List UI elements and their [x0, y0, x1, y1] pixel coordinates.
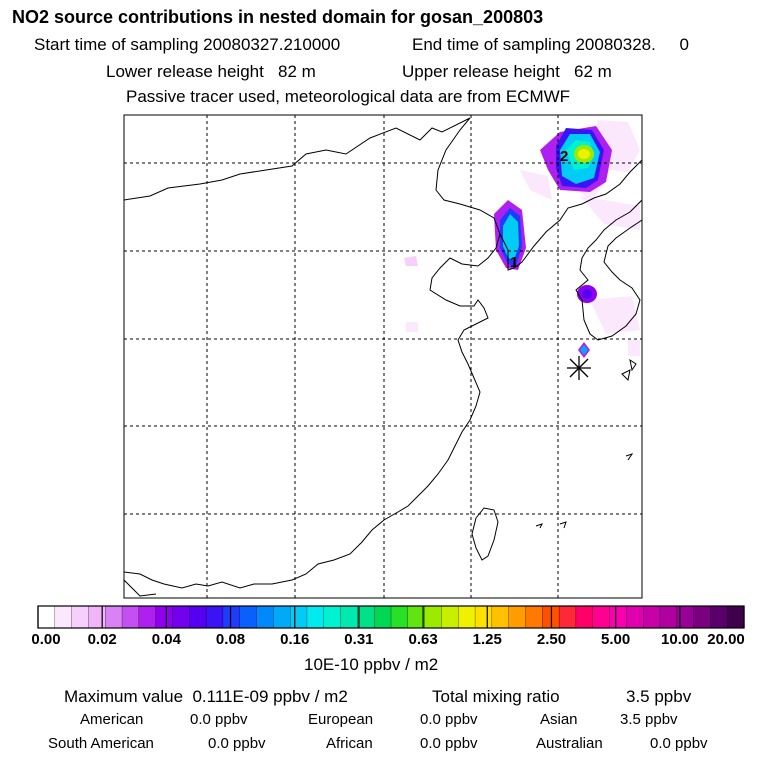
- colorbar-swatch: [693, 605, 711, 629]
- region-value-australian: 0.0 ppbv: [650, 735, 708, 752]
- colorbar-swatch: [222, 605, 241, 629]
- colorbar-swatch: [491, 605, 510, 629]
- region-name-australian: Australian: [536, 735, 603, 752]
- colorbar-swatch: [155, 605, 174, 629]
- region-value-south-american: 0.0 ppbv: [208, 735, 266, 752]
- colorbar: [37, 605, 745, 629]
- colorbar-swatch: [323, 605, 342, 629]
- maximum-value: Maximum value 0.111E-09 ppbv / m2: [64, 687, 348, 706]
- colorbar-swatch: [710, 605, 728, 629]
- colorbar-tick-label: 0.04: [151, 631, 181, 648]
- region-value-african: 0.0 ppbv: [420, 735, 478, 752]
- colorbar-swatch: [609, 605, 627, 629]
- colorbar-frame: [37, 605, 745, 629]
- colorbar-swatch: [390, 605, 409, 629]
- colorbar-swatch: [138, 605, 157, 629]
- colorbar-tick-label: 0.00: [31, 631, 61, 648]
- colorbar-swatch: [592, 605, 611, 629]
- source-label-2: 2: [560, 148, 568, 165]
- colorbar-tick-label: 0.31: [344, 631, 374, 648]
- colorbar-tick-label: 20.00: [707, 631, 745, 648]
- lat-lon-grid: [124, 115, 642, 598]
- region-value-american: 0.0 ppbv: [190, 711, 248, 728]
- colorbar-swatch: [374, 605, 392, 629]
- colorbar-tick-label: 0.63: [408, 631, 438, 648]
- colorbar-swatch: [340, 605, 358, 629]
- colorbar-swatch: [256, 605, 274, 629]
- colorbar-tick-label: 1.25: [472, 631, 502, 648]
- colorbar-swatch: [357, 605, 375, 629]
- colorbar-swatch: [172, 605, 190, 629]
- colorbar-swatch: [424, 605, 442, 629]
- colorbar-swatch: [239, 605, 258, 629]
- colorbar-swatch: [659, 605, 678, 629]
- region-name-african: African: [326, 735, 373, 752]
- region-name-south-american: South American: [48, 735, 154, 752]
- end-time: End time of sampling 20080328. 0: [412, 35, 689, 54]
- total-mixing-ratio-value: 3.5 ppbv: [626, 687, 692, 706]
- receptor-marker: [567, 356, 591, 380]
- colorbar-swatch: [441, 605, 459, 629]
- colorbar-swatch: [558, 605, 577, 629]
- map-frame: [123, 114, 643, 599]
- colorbar-swatch: [37, 605, 56, 629]
- plot-title: NO2 source contributions in nested domai…: [12, 7, 544, 27]
- colorbar-swatch: [88, 605, 106, 629]
- colorbar-swatch: [407, 605, 426, 629]
- upper-release-height: Upper release height 62 m: [402, 62, 612, 81]
- colorbar-swatch: [273, 605, 291, 629]
- colorbar-tick-label: 5.00: [601, 631, 631, 648]
- source-label-1: 1: [510, 254, 518, 271]
- colorbar-swatch: [205, 605, 224, 629]
- colorbar-swatch: [508, 605, 527, 629]
- colorbar-swatch: [54, 605, 73, 629]
- colorbar-swatch: [105, 605, 123, 629]
- colorbar-swatch: [71, 605, 89, 629]
- colorbar-swatch: [727, 605, 745, 629]
- region-name-american: American: [80, 711, 144, 728]
- start-time: Start time of sampling 20080327.210000: [34, 35, 341, 54]
- colorbar-swatch: [474, 605, 493, 629]
- colorbar-swatch: [642, 605, 661, 629]
- colorbar-swatch: [289, 605, 308, 629]
- colorbar-swatch: [458, 605, 476, 629]
- colorbar-tick-label: 0.16: [280, 631, 310, 648]
- region-value-asian: 3.5 ppbv: [620, 711, 678, 728]
- colorbar-swatch: [525, 605, 543, 629]
- region-value-european: 0.0 ppbv: [420, 711, 478, 728]
- colorbar-swatch: [575, 605, 594, 629]
- colorbar-swatch: [189, 605, 207, 629]
- colorbar-tick-label: 0.08: [215, 631, 246, 648]
- total-mixing-ratio-label: Total mixing ratio: [432, 687, 560, 706]
- region-name-european: European: [308, 711, 374, 728]
- colorbar-tick-label: 2.50: [536, 631, 567, 648]
- colorbar-unit: 10E-10 ppbv / m2: [304, 655, 439, 674]
- coastlines: [124, 117, 642, 597]
- colorbar-swatch: [121, 605, 140, 629]
- tracer-note: Passive tracer used, meteorological data…: [126, 87, 571, 106]
- colorbar-swatch: [626, 605, 644, 629]
- colorbar-tick-label: 10.00: [661, 631, 699, 648]
- lower-release-height: Lower release height 82 m: [106, 62, 316, 81]
- colorbar-tick-label: 0.02: [87, 631, 117, 648]
- region-name-asian: Asian: [540, 711, 578, 728]
- concentration-field: [404, 120, 640, 358]
- colorbar-swatch: [306, 605, 325, 629]
